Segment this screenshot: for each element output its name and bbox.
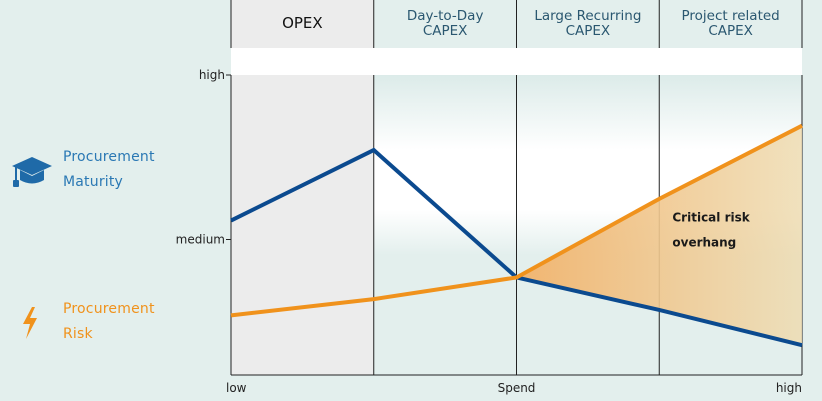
column-header-label: OPEX [282, 14, 323, 32]
legend-procurement-maturity: Procurement Maturity [0, 145, 200, 205]
critical-risk-area [516, 125, 802, 346]
column-header-line: Large Recurring [534, 8, 641, 24]
column-header-cell [373, 0, 517, 48]
column-header-line: Day-to-Day [407, 8, 484, 24]
x-tick-label: Spend [498, 381, 536, 395]
column-header-line: CAPEX [423, 23, 468, 39]
opex-column-shade [231, 75, 374, 375]
column-header-label: Project related CAPEX [682, 8, 780, 39]
legend-label: Procurement Risk [63, 301, 155, 342]
column-header-cell [231, 0, 374, 48]
lightning-bolt-icon [23, 307, 37, 339]
column-header-line: CAPEX [708, 23, 753, 39]
graduation-cap-icon [12, 157, 52, 187]
column-header-label: Day-to-Day CAPEX [407, 8, 484, 39]
column-header-cell [516, 0, 660, 48]
header-band [231, 48, 802, 75]
column-header-line: CAPEX [566, 23, 611, 39]
y-tick-label: high [199, 68, 225, 82]
column-header-line: Project related [682, 8, 780, 24]
x-tick-label: high [776, 381, 802, 395]
annotation-label: Critical risk [672, 211, 750, 225]
x-tick-label: low [226, 381, 247, 395]
legend-procurement-risk: Procurement Risk [0, 297, 200, 357]
column-header-label: Large Recurring CAPEX [534, 8, 641, 39]
procurement-risk-line [230, 123, 803, 318]
column-header-cell [659, 0, 802, 48]
annotation-label: overhang [672, 236, 736, 250]
y-tick-label: medium [176, 233, 225, 247]
legend-label: Procurement Maturity [63, 149, 155, 190]
